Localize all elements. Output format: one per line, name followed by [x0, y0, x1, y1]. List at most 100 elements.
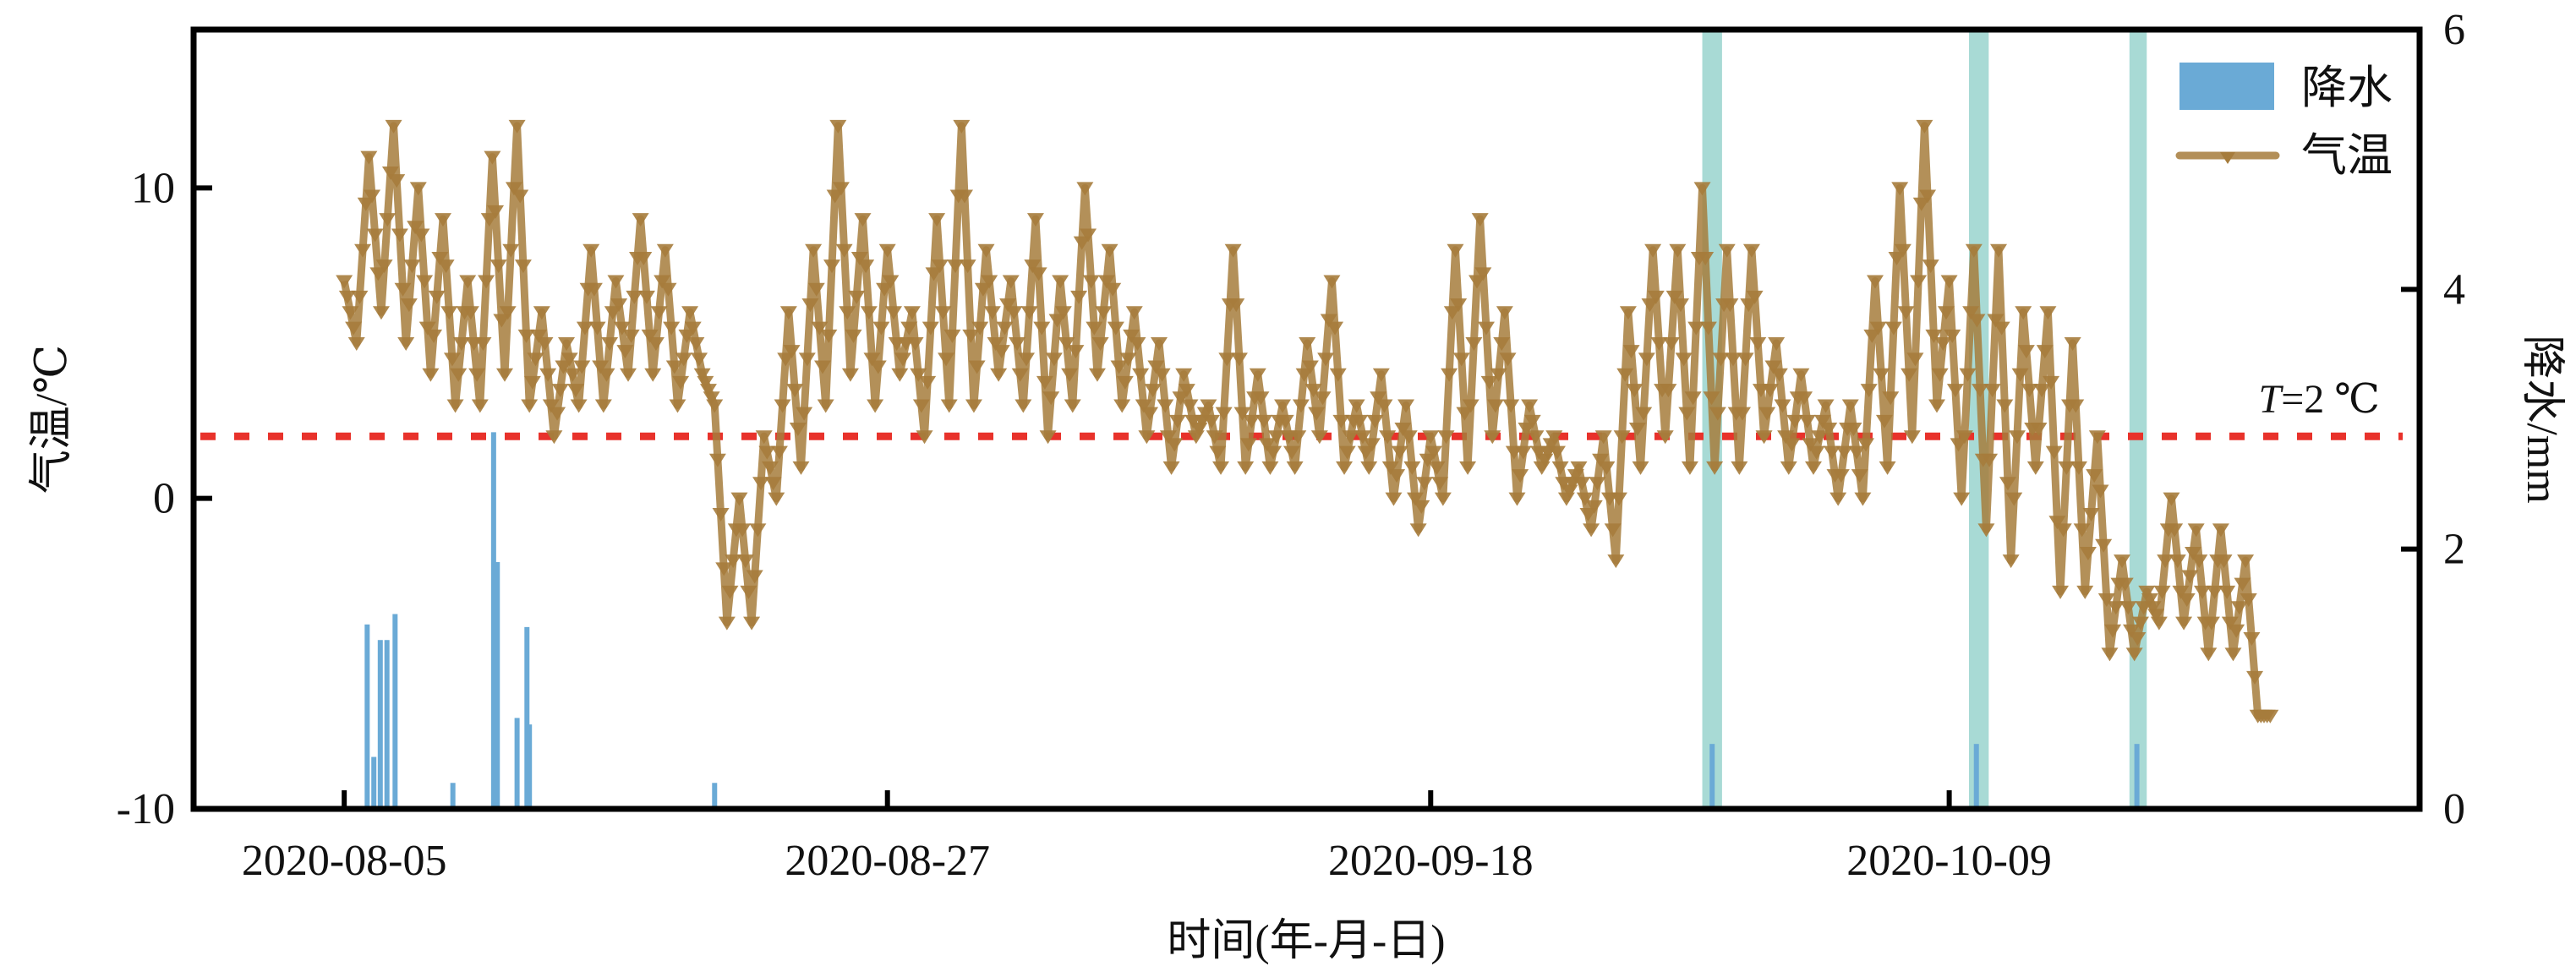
precipitation-bar — [1973, 744, 1979, 809]
temperature-marker — [2054, 523, 2072, 538]
temperature-marker — [999, 298, 1017, 313]
temperature-marker — [1471, 213, 1489, 227]
temperature-marker — [1067, 345, 1085, 359]
temperature-marker — [983, 306, 1001, 320]
temperature-marker — [2125, 647, 2143, 662]
temperature-marker — [1811, 430, 1829, 445]
temperature-marker — [2015, 306, 2032, 320]
temperature-marker — [1499, 352, 1517, 367]
temperature-marker — [1310, 430, 1328, 445]
temperature-marker — [1441, 368, 1458, 382]
temperature-marker — [2230, 601, 2248, 615]
temperature-marker — [725, 554, 742, 569]
temperature-marker — [1755, 430, 1773, 445]
temperature-marker — [1428, 461, 1446, 475]
precipitation-bar — [712, 783, 718, 809]
temperature-marker — [1061, 368, 1079, 382]
temperature-marker — [1626, 384, 1643, 398]
temperature-marker — [1928, 399, 1946, 413]
temperature-marker — [1474, 267, 1492, 281]
temperature-marker — [1360, 461, 1378, 475]
temperature-marker — [993, 345, 1010, 359]
temperature-marker — [545, 430, 563, 445]
temperature-marker — [338, 290, 356, 304]
temperature-marker — [566, 384, 584, 398]
temperature-marker — [1070, 290, 1088, 304]
temperature-marker — [1860, 384, 1878, 398]
temperature-marker — [2221, 616, 2239, 631]
temperature-marker — [1774, 399, 1791, 413]
temperature-marker — [375, 259, 393, 274]
temperature-marker — [1808, 445, 1825, 460]
temperature-marker — [1570, 461, 1588, 475]
temperature-marker — [1175, 368, 1193, 382]
temperature-marker — [1796, 391, 1813, 406]
temperature-marker — [768, 492, 785, 506]
temperature-marker — [2206, 585, 2223, 599]
temperature-marker — [1641, 298, 1659, 313]
temperature-marker — [1119, 352, 1137, 367]
temperature-marker — [1894, 243, 1911, 258]
temperature-marker — [564, 368, 582, 382]
temperature-marker — [1592, 453, 1610, 467]
y-left-tick-label: -10 — [117, 785, 175, 833]
temperature-marker — [1888, 251, 1906, 265]
temperature-marker — [1869, 321, 1887, 336]
temperature-marker — [1749, 337, 1767, 352]
temperature-marker — [839, 306, 856, 320]
precipitation-bar — [514, 718, 520, 809]
temperature-marker — [669, 399, 686, 413]
temperature-marker — [916, 430, 933, 445]
temperature-marker — [1514, 445, 1532, 460]
temperature-marker — [1669, 243, 1687, 258]
temperature-marker — [777, 352, 795, 367]
precipitation-bar — [392, 614, 398, 809]
temperature-marker — [974, 282, 992, 297]
temperature-marker — [502, 243, 520, 258]
temperature-marker — [1804, 461, 1822, 475]
plot-frame — [190, 26, 2423, 812]
temperature-marker — [783, 345, 801, 359]
legend-marker-temperature — [2220, 152, 2235, 164]
temperature-marker — [2141, 593, 2158, 608]
precipitation-bar — [377, 640, 383, 809]
precipitation-bar — [450, 783, 456, 809]
temperature-marker — [2008, 430, 2026, 445]
temperature-marker — [1557, 492, 1575, 506]
temperature-marker — [1326, 321, 1344, 336]
temperature-marker — [573, 360, 591, 374]
temperature-marker — [872, 321, 890, 336]
temperature-marker — [632, 213, 649, 227]
temperature-marker — [2202, 616, 2220, 631]
temperature-marker — [650, 306, 668, 320]
temperature-marker — [1480, 375, 1498, 390]
temperature-marker — [511, 189, 529, 204]
temperature-marker — [715, 562, 733, 576]
temperature-marker — [1447, 243, 1464, 258]
temperature-marker — [1671, 298, 1689, 313]
temperature-marker — [357, 197, 375, 211]
temperature-marker — [1104, 282, 1122, 297]
temperature-marker — [912, 399, 930, 413]
x-axis-label: 时间(年-月-日) — [1167, 917, 1445, 965]
temperature-marker — [706, 399, 724, 413]
temperature-marker — [588, 321, 606, 336]
temperature-marker — [1150, 337, 1168, 352]
temperature-marker — [2088, 430, 2106, 445]
temperature-marker — [1015, 399, 1032, 413]
temperature-marker — [1638, 352, 1655, 367]
temperature-marker — [1910, 275, 1928, 289]
temperature-marker — [1663, 337, 1681, 352]
temperature-marker — [1533, 461, 1551, 475]
temperature-marker — [1054, 306, 1072, 320]
temperature-marker — [947, 259, 965, 274]
temperature-marker — [894, 352, 911, 367]
temperature-marker — [2129, 631, 2147, 646]
temperature-marker — [2052, 585, 2070, 599]
temperature-marker — [452, 337, 470, 352]
temperature-marker — [1832, 469, 1850, 483]
temperature-marker — [1459, 461, 1477, 475]
temperature-marker — [610, 298, 628, 313]
temperature-marker — [434, 213, 451, 227]
temperature-marker — [1376, 399, 1393, 413]
